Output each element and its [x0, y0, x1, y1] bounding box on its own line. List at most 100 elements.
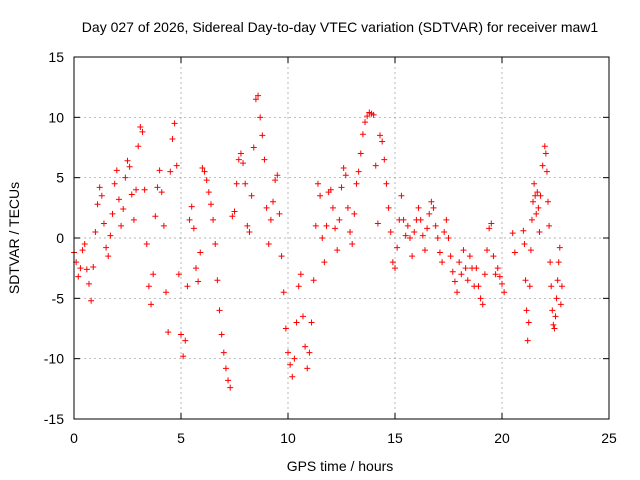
data-point [103, 244, 110, 251]
data-point [201, 168, 208, 175]
data-point [242, 180, 249, 187]
data-point [231, 208, 238, 215]
data-point [314, 180, 321, 187]
data-point [494, 265, 501, 272]
data-point [156, 167, 163, 174]
data-point [411, 228, 418, 235]
data-point [398, 192, 405, 199]
data-point [404, 222, 411, 229]
data-point [120, 206, 127, 213]
data-point [543, 168, 550, 175]
y-tick-labels: -15 -10 -5 0 5 10 15 [44, 49, 64, 427]
data-point [321, 259, 328, 266]
data-point [549, 307, 556, 314]
data-point [126, 163, 133, 170]
data-point [552, 313, 559, 320]
data-point [216, 307, 223, 314]
data-point [454, 289, 461, 296]
data-point [92, 228, 99, 235]
data-point [430, 204, 437, 211]
data-point [520, 227, 527, 234]
data-point [244, 222, 251, 229]
data-point [409, 253, 416, 260]
data-point [178, 331, 184, 338]
x-tick-label: 5 [177, 430, 185, 446]
data-point [475, 283, 482, 290]
data-point [381, 156, 388, 163]
data-point [527, 247, 534, 254]
data-point [282, 325, 289, 332]
data-point [265, 241, 272, 248]
data-point [259, 132, 266, 139]
data-point [460, 247, 467, 254]
data-point [167, 168, 174, 175]
data-point [554, 277, 561, 284]
data-point [263, 204, 270, 211]
data-point [488, 220, 495, 227]
data-point [550, 321, 557, 328]
data-point [148, 301, 155, 308]
data-point [484, 247, 491, 254]
data-point [432, 222, 439, 229]
data-point [443, 216, 450, 223]
y-tick-label: 5 [56, 170, 64, 186]
data-points [71, 92, 565, 391]
data-point [377, 132, 384, 139]
data-point [531, 180, 538, 187]
data-point [327, 186, 334, 193]
data-point [555, 259, 562, 266]
data-point [547, 259, 554, 266]
data-point [402, 232, 409, 239]
data-point [394, 244, 401, 251]
data-point [312, 222, 319, 229]
data-point [308, 319, 315, 326]
data-point [113, 167, 120, 174]
data-point [456, 259, 463, 266]
data-point [297, 271, 304, 278]
data-point [257, 114, 264, 121]
chart-title: Day 027 of 2026, Sidereal Day-to-day VTE… [82, 19, 599, 35]
data-point [539, 162, 546, 169]
data-point [295, 283, 302, 290]
data-point [357, 150, 364, 157]
axis-ticks [73, 56, 610, 420]
data-point [323, 222, 330, 229]
data-point [105, 253, 112, 260]
data-point [436, 249, 443, 256]
data-point [214, 277, 221, 284]
data-point [184, 283, 191, 290]
data-point [227, 384, 234, 391]
data-point [192, 265, 199, 272]
data-point [250, 144, 257, 151]
data-point [240, 160, 247, 167]
data-point [334, 247, 341, 254]
data-point [496, 273, 503, 280]
data-point [406, 235, 413, 241]
y-tick-label: 10 [48, 109, 64, 125]
data-point [233, 180, 240, 187]
data-point [229, 213, 236, 220]
data-point [558, 283, 565, 290]
data-point [299, 313, 306, 320]
data-point [530, 198, 537, 205]
x-tick-label: 0 [70, 430, 78, 446]
data-point [276, 210, 283, 217]
data-point [400, 216, 407, 223]
data-point [428, 198, 435, 205]
data-point [546, 222, 553, 229]
data-point [246, 228, 253, 235]
data-point [169, 136, 176, 143]
data-point [319, 235, 326, 241]
data-point [362, 119, 369, 126]
data-point [98, 192, 105, 199]
data-point [171, 120, 178, 127]
y-tick-label: 15 [48, 49, 64, 65]
data-point [340, 165, 347, 172]
data-point [186, 216, 193, 223]
data-point [473, 265, 480, 272]
data-point [81, 241, 88, 248]
y-tick-label: 0 [56, 230, 64, 246]
data-point [152, 213, 159, 220]
data-point [197, 249, 204, 256]
